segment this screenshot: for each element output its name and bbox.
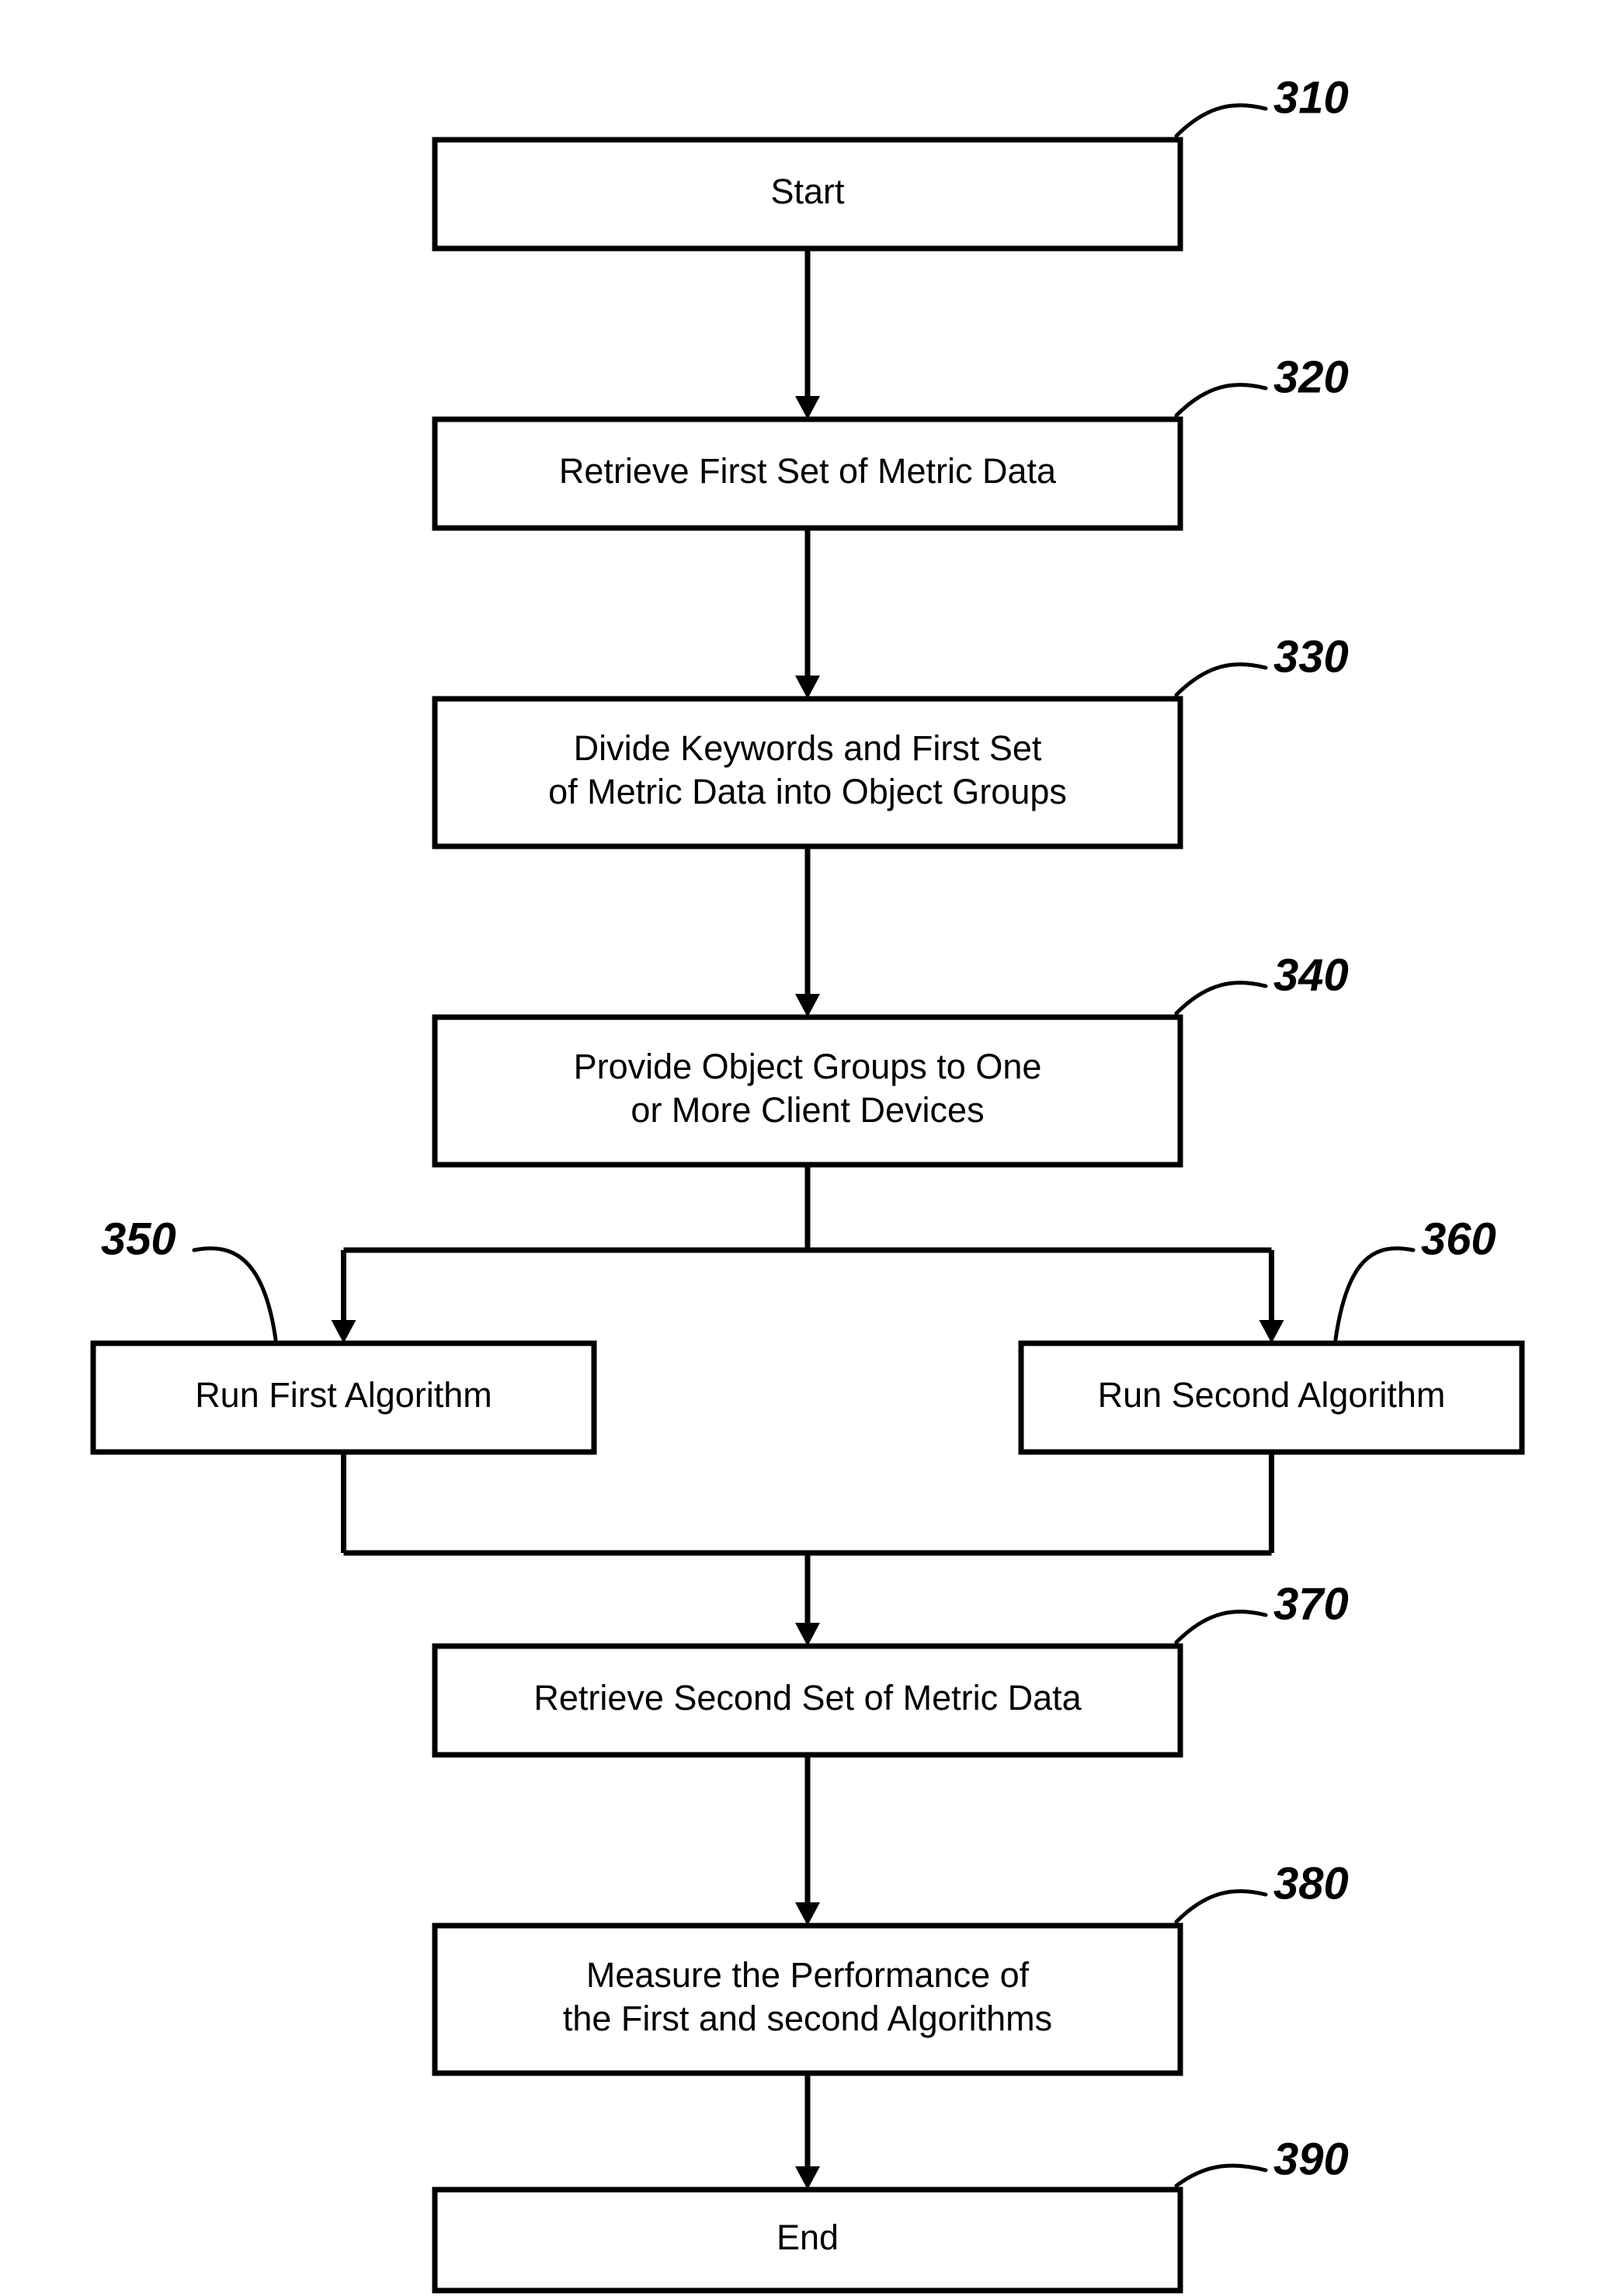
- ref-label-360: 360: [1421, 1214, 1496, 1264]
- flow-node-text: Run First Algorithm: [195, 1375, 492, 1415]
- flow-node-350: Run First Algorithm: [93, 1343, 594, 1452]
- ref-label-320: 320: [1273, 352, 1349, 402]
- flow-node-text: Start: [770, 172, 845, 211]
- flow-node-text: Divide Keywords and First Set: [574, 728, 1042, 768]
- connectors-layer: [332, 248, 1284, 2190]
- leader-n370: [1176, 1612, 1266, 1642]
- flow-node-text: the First and second Algorithms: [563, 1999, 1052, 2038]
- flow-node-text: of Metric Data into Object Groups: [548, 772, 1067, 811]
- flow-node-380: Measure the Performance of the First and …: [435, 1926, 1180, 2073]
- ref-label-370: 370: [1273, 1579, 1349, 1629]
- flow-node-text: Provide Object Groups to One: [574, 1047, 1042, 1086]
- ref-label-340: 340: [1273, 950, 1349, 1000]
- flow-node-text: End: [776, 2218, 839, 2257]
- leader-n330: [1176, 665, 1266, 695]
- leader-n340: [1176, 983, 1266, 1013]
- leader-n360: [1336, 1249, 1413, 1339]
- ref-label-350: 350: [101, 1214, 176, 1264]
- flow-node-text: Measure the Performance of: [586, 1955, 1030, 1995]
- flow-node-310: Start: [435, 140, 1180, 248]
- flow-node-text: Retrieve Second Set of Metric Data: [533, 1678, 1082, 1718]
- ref-label-380: 380: [1273, 1858, 1349, 1909]
- flow-node-340: Provide Object Groups to One or More Clie…: [435, 1017, 1180, 1165]
- leader-n380: [1176, 1891, 1266, 1922]
- ref-label-310: 310: [1273, 72, 1349, 123]
- flowchart-diagram: Start Retrieve First Set of Metric Data Di…: [0, 0, 1619, 2296]
- flow-node-320: Retrieve First Set of Metric Data: [435, 419, 1180, 528]
- flow-node-text: Run Second Algorithm: [1098, 1375, 1446, 1415]
- leader-n350: [194, 1249, 276, 1339]
- leader-n390: [1176, 2166, 1266, 2186]
- ref-label-330: 330: [1273, 631, 1349, 682]
- flow-node-text: Retrieve First Set of Metric Data: [559, 451, 1057, 491]
- flow-node-370: Retrieve Second Set of Metric Data: [435, 1646, 1180, 1755]
- leader-n320: [1176, 385, 1266, 415]
- flow-node-390: End: [435, 2190, 1180, 2291]
- ref-label-390: 390: [1273, 2134, 1349, 2184]
- flow-node-360: Run Second Algorithm: [1021, 1343, 1522, 1452]
- leader-n310: [1176, 106, 1266, 136]
- flow-node-text: or More Client Devices: [631, 1090, 984, 1130]
- flow-node-330: Divide Keywords and First Set of Metric D…: [435, 699, 1180, 846]
